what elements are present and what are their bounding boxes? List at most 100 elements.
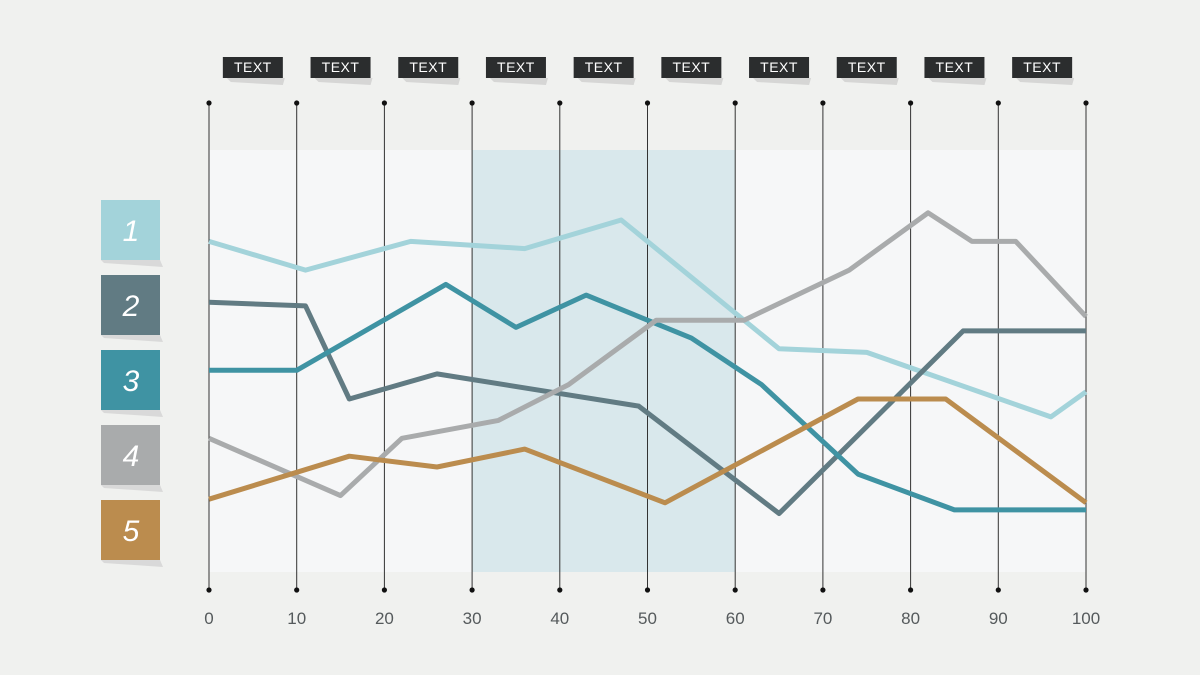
legend-label: 2: [122, 290, 140, 323]
tag-shadow: [928, 78, 987, 85]
column-header-tag: TEXT: [924, 57, 987, 85]
column-header-label: TEXT: [848, 59, 886, 75]
grid-dot-top: [294, 100, 300, 106]
grid-dot-top: [908, 100, 914, 106]
tag-shadow: [840, 78, 899, 85]
column-header-tag: TEXT: [1012, 57, 1075, 85]
legend-swatch: [101, 275, 160, 335]
x-tick-label: 0: [204, 609, 213, 628]
grid-dot-top: [206, 100, 212, 106]
legend-swatch: [101, 350, 160, 410]
legend-shadow: [101, 335, 163, 342]
legend-item-5: 5: [101, 500, 163, 567]
tag-box: [310, 57, 371, 78]
x-tick-label: 30: [463, 609, 482, 628]
series-line-4: [208, 210, 1088, 499]
column-header-label: TEXT: [322, 59, 360, 75]
legend-label: 5: [123, 515, 140, 548]
x-tick-label: 20: [375, 609, 394, 628]
grid-dot-bottom: [644, 587, 651, 593]
grid-dot-top: [557, 100, 563, 106]
tag-shadow: [402, 78, 461, 85]
tag-box: [836, 57, 897, 78]
tag-box: [398, 57, 459, 78]
grid-dot-bottom: [995, 587, 1001, 593]
tag-shadow: [665, 78, 724, 85]
tag-box: [1012, 57, 1073, 78]
series-line-5: [208, 396, 1088, 506]
x-tick-label: 40: [550, 609, 569, 628]
tag-shadow: [577, 78, 636, 85]
grid-dot-top: [732, 100, 738, 106]
x-tick-label: 100: [1072, 609, 1100, 628]
x-tick-label: 80: [901, 609, 920, 628]
grid-dot-top: [820, 100, 826, 106]
grid-dot-top: [644, 100, 651, 106]
legend-shadow: [101, 560, 163, 567]
column-header-tag: TEXT: [485, 57, 548, 85]
column-header-label: TEXT: [1023, 59, 1061, 75]
column-header-label: TEXT: [497, 59, 535, 75]
legend: 1 2 3 4 5: [101, 200, 163, 567]
column-header-label: TEXT: [672, 59, 710, 75]
legend-swatch: [101, 200, 160, 260]
column-header-label: TEXT: [936, 59, 974, 75]
series-line-2: [208, 299, 1086, 516]
legend-shadow: [101, 485, 163, 492]
grid-dot-bottom: [206, 587, 212, 593]
grid-dot-top: [381, 100, 387, 106]
tag-shadow: [226, 78, 285, 85]
series-lines: [208, 210, 1088, 516]
column-header-tag: TEXT: [398, 57, 461, 85]
tag-box: [749, 57, 810, 78]
tag-shadow: [314, 78, 373, 85]
tag-shadow: [489, 78, 548, 85]
legend-label: 3: [123, 365, 140, 398]
grid-dot-bottom: [820, 587, 826, 593]
column-header-tag: TEXT: [310, 57, 373, 85]
grid-dot-top: [469, 100, 475, 106]
column-header-tag: TEXT: [222, 57, 285, 85]
x-axis-ticks: 0 10 20 30 40 50 60 70 80 90 100: [204, 609, 1100, 628]
column-header-label: TEXT: [234, 59, 272, 75]
legend-item-1: 1: [101, 200, 163, 267]
tag-box: [485, 57, 546, 78]
legend-label: 4: [123, 440, 140, 473]
column-header-label: TEXT: [760, 59, 798, 75]
x-tick-label: 50: [638, 609, 657, 628]
grid-dot-bottom: [469, 587, 475, 593]
legend-item-3: 3: [101, 350, 163, 417]
grid-dot-bottom: [908, 587, 914, 593]
series-line-3: [209, 281, 1086, 513]
column-header-tag: TEXT: [836, 57, 899, 85]
column-header-tag: TEXT: [749, 57, 812, 85]
x-tick-label: 70: [813, 609, 832, 628]
grid-dot-bottom: [381, 587, 387, 593]
column-header-tag: TEXT: [661, 57, 724, 85]
column-header-label: TEXT: [585, 59, 623, 75]
legend-swatch: [101, 500, 160, 560]
grid-dot-bottom: [294, 587, 300, 593]
legend-label: 1: [123, 215, 140, 248]
tag-box: [661, 57, 722, 78]
grid-dot-bottom: [1083, 587, 1089, 593]
grid-dot-bottom: [732, 587, 738, 593]
tag-box: [573, 57, 634, 78]
tag-shadow: [753, 78, 812, 85]
grid-dot-top: [995, 100, 1001, 106]
x-tick-label: 90: [989, 609, 1008, 628]
grid-dot-bottom: [557, 587, 563, 593]
series-line-1: [208, 217, 1088, 420]
tag-box: [222, 57, 283, 78]
legend-item-4: 4: [101, 425, 163, 492]
tag-shadow: [1016, 78, 1075, 85]
legend-shadow: [101, 410, 163, 417]
column-header-tags: TEXT TEXT TEXT TEXT TEXT TEXT TEXT TEXT TEXT TEXT: [222, 57, 1075, 85]
column-header-tag: TEXT: [573, 57, 636, 85]
x-tick-label: 60: [726, 609, 745, 628]
legend-swatch: [101, 425, 160, 485]
legend-item-2: 2: [101, 275, 163, 342]
tag-box: [924, 57, 985, 78]
x-tick-label: 10: [287, 609, 306, 628]
